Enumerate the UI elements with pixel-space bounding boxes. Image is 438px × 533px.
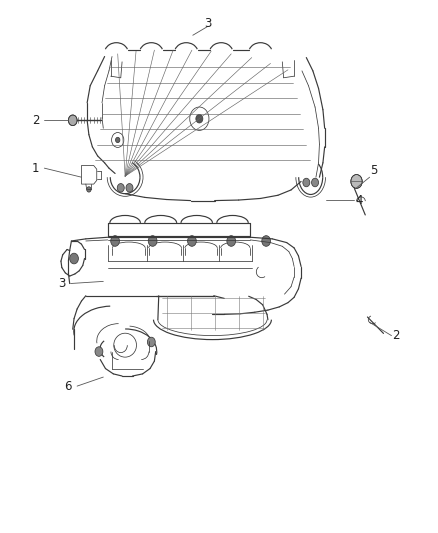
Circle shape	[87, 187, 91, 192]
Text: 4: 4	[355, 193, 363, 207]
Text: 2: 2	[392, 329, 399, 342]
Circle shape	[68, 115, 77, 126]
Text: 5: 5	[370, 164, 378, 177]
Circle shape	[126, 183, 133, 192]
Text: 3: 3	[205, 17, 212, 29]
Circle shape	[187, 236, 196, 246]
Circle shape	[311, 178, 318, 187]
Circle shape	[95, 347, 103, 357]
Circle shape	[303, 178, 310, 187]
Text: 2: 2	[32, 114, 39, 127]
Circle shape	[227, 236, 236, 246]
Text: 6: 6	[65, 379, 72, 393]
Circle shape	[70, 253, 78, 264]
Circle shape	[117, 183, 124, 192]
Circle shape	[351, 174, 362, 188]
Circle shape	[148, 236, 157, 246]
Text: 3: 3	[58, 277, 66, 290]
Text: 1: 1	[32, 161, 39, 175]
Circle shape	[262, 236, 271, 246]
Circle shape	[148, 337, 155, 347]
Circle shape	[111, 236, 120, 246]
Circle shape	[116, 138, 120, 143]
Circle shape	[196, 115, 203, 123]
